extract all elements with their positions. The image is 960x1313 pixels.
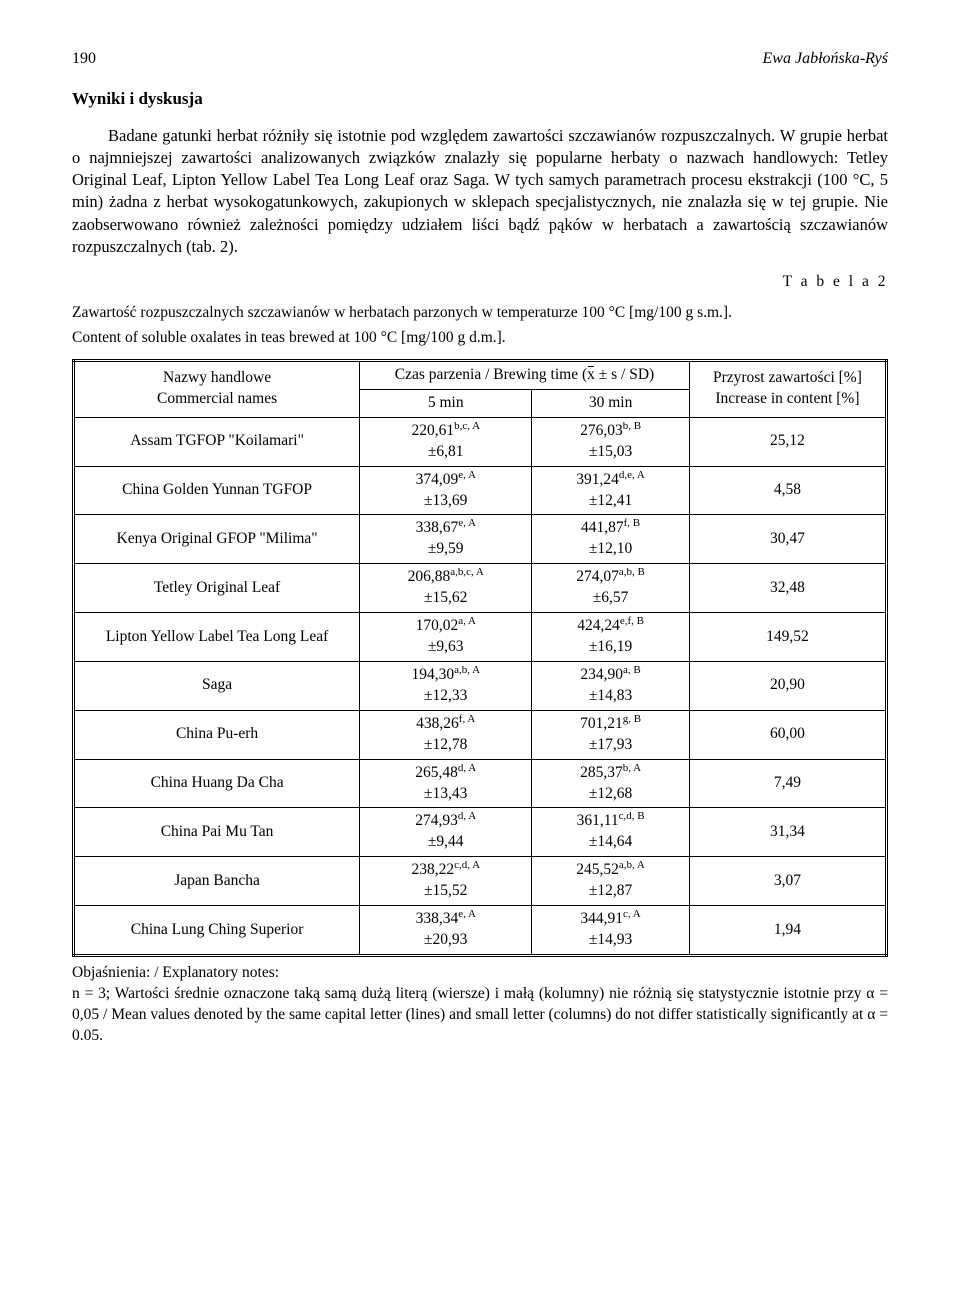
notes-label: Objaśnienia: / Explanatory notes:	[72, 964, 279, 981]
cell-name: Japan Bancha	[74, 857, 360, 906]
col-header-brewing-label: Czas parzenia / Brewing time (	[395, 366, 587, 383]
cell-30min: 701,21g, B±17,93	[532, 710, 689, 759]
cell-5min: 438,26f, A±12,78	[360, 710, 532, 759]
cell-30min: 441,87f, B±12,10	[532, 515, 689, 564]
cell-increase: 32,48	[689, 564, 886, 613]
col-header-names-en: Commercial names	[157, 390, 277, 407]
cell-increase: 20,90	[689, 661, 886, 710]
cell-name: Kenya Original GFOP "Milima"	[74, 515, 360, 564]
col-header-brewing-tail: ± s / SD)	[595, 366, 654, 383]
cell-name: Lipton Yellow Label Tea Long Leaf	[74, 613, 360, 662]
cell-name: Saga	[74, 661, 360, 710]
cell-name: China Huang Da Cha	[74, 759, 360, 808]
cell-30min: 274,07a,b, B±6,57	[532, 564, 689, 613]
cell-30min: 245,52a,b, A±12,87	[532, 857, 689, 906]
cell-30min: 285,37b, A±12,68	[532, 759, 689, 808]
cell-5min: 220,61b,c, A±6,81	[360, 417, 532, 466]
cell-5min: 338,67e, A±9,59	[360, 515, 532, 564]
col-header-names: Nazwy handlowe Commercial names	[74, 360, 360, 417]
cell-30min: 344,91c, A±14,93	[532, 906, 689, 956]
cell-30min: 361,11c,d, B±14,64	[532, 808, 689, 857]
xbar-symbol: x	[587, 365, 595, 386]
table-caption-pl: Zawartość rozpuszczalnych szczawianów w …	[72, 303, 888, 324]
table-row: China Huang Da Cha265,48d, A±13,43285,37…	[74, 759, 887, 808]
cell-name: China Pai Mu Tan	[74, 808, 360, 857]
table-row: Tetley Original Leaf206,88a,b,c, A±15,62…	[74, 564, 887, 613]
col-header-names-pl: Nazwy handlowe	[163, 369, 271, 386]
cell-5min: 206,88a,b,c, A±15,62	[360, 564, 532, 613]
cell-increase: 3,07	[689, 857, 886, 906]
cell-increase: 31,34	[689, 808, 886, 857]
body-paragraph: Badane gatunki herbat różniły się istotn…	[72, 125, 888, 259]
table-row: China Pu-erh438,26f, A±12,78701,21g, B±1…	[74, 710, 887, 759]
oxalate-table: Nazwy handlowe Commercial names Czas par…	[72, 359, 888, 957]
cell-name: China Pu-erh	[74, 710, 360, 759]
cell-5min: 238,22c,d, A±15,52	[360, 857, 532, 906]
cell-increase: 149,52	[689, 613, 886, 662]
section-title: Wyniki i dyskusja	[72, 88, 888, 111]
cell-5min: 170,02a, A±9,63	[360, 613, 532, 662]
cell-increase: 7,49	[689, 759, 886, 808]
cell-increase: 4,58	[689, 466, 886, 515]
table-row: China Pai Mu Tan274,93d, A±9,44361,11c,d…	[74, 808, 887, 857]
table-row: Saga194,30a,b, A±12,33234,90a, B±14,8320…	[74, 661, 887, 710]
cell-increase: 1,94	[689, 906, 886, 956]
cell-5min: 265,48d, A±13,43	[360, 759, 532, 808]
page-header: 190 Ewa Jabłońska-Ryś	[72, 48, 888, 70]
table-row: Lipton Yellow Label Tea Long Leaf170,02a…	[74, 613, 887, 662]
cell-increase: 30,47	[689, 515, 886, 564]
cell-name: China Lung Ching Superior	[74, 906, 360, 956]
cell-30min: 276,03b, B±15,03	[532, 417, 689, 466]
cell-5min: 194,30a,b, A±12,33	[360, 661, 532, 710]
running-head: Ewa Jabłońska-Ryś	[763, 48, 888, 70]
cell-name: Assam TGFOP "Koilamari"	[74, 417, 360, 466]
cell-30min: 424,24e,f, B±16,19	[532, 613, 689, 662]
table-row: Japan Bancha238,22c,d, A±15,52245,52a,b,…	[74, 857, 887, 906]
table-caption-en: Content of soluble oxalates in teas brew…	[72, 328, 888, 349]
table-row: Kenya Original GFOP "Milima"338,67e, A±9…	[74, 515, 887, 564]
cell-5min: 274,93d, A±9,44	[360, 808, 532, 857]
col-header-increase-pl: Przyrost zawartości [%]	[713, 369, 862, 386]
table-row: Assam TGFOP "Koilamari"220,61b,c, A±6,81…	[74, 417, 887, 466]
cell-name: China Golden Yunnan TGFOP	[74, 466, 360, 515]
cell-5min: 374,09e, A±13,69	[360, 466, 532, 515]
page-number: 190	[72, 48, 96, 70]
col-header-5min: 5 min	[360, 389, 532, 417]
cell-30min: 234,90a, B±14,83	[532, 661, 689, 710]
col-header-increase: Przyrost zawartości [%] Increase in cont…	[689, 360, 886, 417]
col-header-brewing: Czas parzenia / Brewing time (x ± s / SD…	[360, 360, 690, 389]
cell-increase: 60,00	[689, 710, 886, 759]
table-row: China Lung Ching Superior338,34e, A±20,9…	[74, 906, 887, 956]
cell-name: Tetley Original Leaf	[74, 564, 360, 613]
cell-increase: 25,12	[689, 417, 886, 466]
cell-5min: 338,34e, A±20,93	[360, 906, 532, 956]
notes-body: n = 3; Wartości średnie oznaczone taką s…	[72, 985, 888, 1044]
table-row: China Golden Yunnan TGFOP374,09e, A±13,6…	[74, 466, 887, 515]
table-body: Assam TGFOP "Koilamari"220,61b,c, A±6,81…	[74, 417, 887, 955]
table-label: T a b e l a 2	[72, 272, 888, 293]
col-header-increase-en: Increase in content [%]	[715, 390, 859, 407]
cell-30min: 391,24d,e, A±12,41	[532, 466, 689, 515]
explanatory-notes: Objaśnienia: / Explanatory notes: n = 3;…	[72, 963, 888, 1047]
col-header-30min: 30 min	[532, 389, 689, 417]
